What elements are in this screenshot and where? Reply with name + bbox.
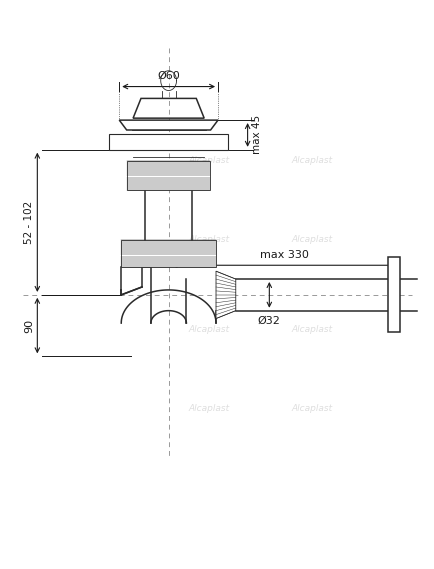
Polygon shape [127, 160, 210, 190]
Text: max 45: max 45 [251, 116, 261, 155]
Text: Alcaplast: Alcaplast [291, 325, 332, 334]
Text: Ø32: Ø32 [257, 316, 280, 325]
Polygon shape [216, 271, 235, 319]
Text: Alcaplast: Alcaplast [291, 235, 332, 244]
Polygon shape [387, 257, 399, 332]
Text: max 330: max 330 [259, 250, 308, 260]
Polygon shape [109, 134, 227, 150]
Text: Ø60: Ø60 [157, 71, 180, 81]
Text: Alcaplast: Alcaplast [188, 403, 229, 413]
Text: Alcaplast: Alcaplast [188, 325, 229, 334]
Polygon shape [121, 240, 216, 267]
Text: Alcaplast: Alcaplast [188, 235, 229, 244]
Text: Alcaplast: Alcaplast [291, 156, 332, 166]
Polygon shape [119, 120, 217, 130]
Text: 52 - 102: 52 - 102 [24, 201, 34, 244]
Text: Alcaplast: Alcaplast [188, 156, 229, 166]
Text: Alcaplast: Alcaplast [291, 403, 332, 413]
Text: 90: 90 [24, 319, 34, 333]
